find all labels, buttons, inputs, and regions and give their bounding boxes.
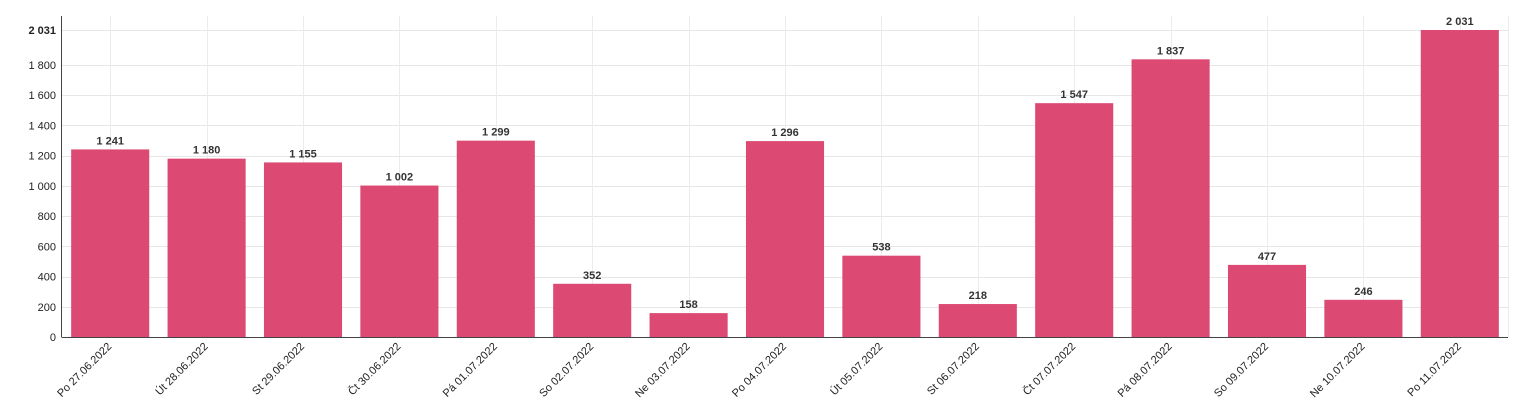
x-tick-label: Pá 08.07.2022	[1116, 341, 1175, 400]
data-label: 158	[679, 299, 697, 311]
bar[interactable]	[1324, 299, 1403, 337]
bars-layer	[71, 30, 1499, 338]
x-tick-label: Čt 07.07.2022	[1020, 340, 1078, 398]
x-tick-label: Po 11.07.2022	[1405, 341, 1464, 400]
x-tick-label: Pá 01.07.2022	[441, 341, 500, 400]
y-max-label: 2 031	[28, 25, 56, 37]
y-tick-label: 600	[38, 241, 56, 253]
data-label: 1 837	[1157, 45, 1185, 57]
bar[interactable]	[1035, 103, 1114, 337]
data-label: 352	[583, 270, 601, 282]
x-tick-label: Po 04.07.2022	[730, 341, 789, 400]
bar[interactable]	[360, 185, 439, 337]
data-label: 218	[969, 290, 987, 302]
data-label: 1 002	[386, 172, 414, 184]
x-axis-ticks: Po 27.06.2022 Út 28.06.2022 St 29.06.2022 Č…	[55, 340, 1464, 400]
y-axis-ticks: 0 200 400 600 800 1 000 1 200 1 400 1 600 1 800 2 …	[28, 25, 56, 344]
y-tick-label: 1 400	[28, 120, 56, 132]
x-tick-label: Po 27.06.2022	[55, 341, 114, 400]
bar[interactable]	[71, 149, 150, 337]
y-tick-label: 1 000	[28, 181, 56, 193]
bar[interactable]	[167, 158, 246, 337]
data-label: 477	[1258, 251, 1276, 263]
bar[interactable]	[263, 162, 343, 337]
data-label: 246	[1354, 286, 1372, 298]
x-tick-label: Ne 10.07.2022	[1308, 341, 1368, 401]
bar[interactable]	[1227, 264, 1307, 337]
y-tick-label: 0	[50, 332, 56, 344]
axes-layer	[61, 16, 1508, 338]
bar[interactable]	[745, 141, 825, 337]
bar[interactable]	[842, 255, 921, 337]
x-tick-label: So 02.07.2022	[537, 341, 596, 400]
y-tick-label: 200	[38, 302, 56, 314]
data-label: 2 031	[1446, 16, 1474, 28]
bar[interactable]	[1420, 30, 1499, 337]
bar[interactable]	[553, 283, 632, 337]
x-tick-label: Čt 30.06.2022	[345, 340, 403, 398]
x-tick-label: Út 28.06.2022	[153, 340, 211, 398]
data-label: 1 180	[193, 145, 221, 157]
x-tick-label: St 29.06.2022	[250, 341, 307, 398]
x-tick-label: St 06.07.2022	[925, 341, 982, 398]
data-label: 1 241	[96, 135, 124, 147]
bar[interactable]	[649, 313, 728, 337]
y-tick-label: 1 800	[28, 60, 56, 72]
bar[interactable]	[1131, 59, 1210, 338]
data-label: 538	[872, 242, 890, 254]
data-label: 1 547	[1060, 89, 1088, 101]
bar[interactable]	[456, 140, 535, 337]
y-tick-label: 1 200	[28, 151, 56, 163]
y-tick-label: 400	[38, 272, 56, 284]
y-tick-label: 800	[38, 211, 56, 223]
data-labels: 1 241 1 180 1 155 1 002 1 299 352 158 1 296 538 2…	[96, 16, 1473, 311]
data-label: 1 299	[482, 127, 510, 139]
x-tick-label: Ne 03.07.2022	[633, 341, 693, 401]
y-tick-label: 1 600	[28, 90, 56, 102]
data-label: 1 296	[771, 127, 799, 139]
x-tick-label: So 09.07.2022	[1212, 341, 1271, 400]
bar[interactable]	[938, 304, 1017, 337]
x-tick-label: Út 05.07.2022	[827, 340, 885, 398]
data-label: 1 155	[289, 148, 317, 160]
